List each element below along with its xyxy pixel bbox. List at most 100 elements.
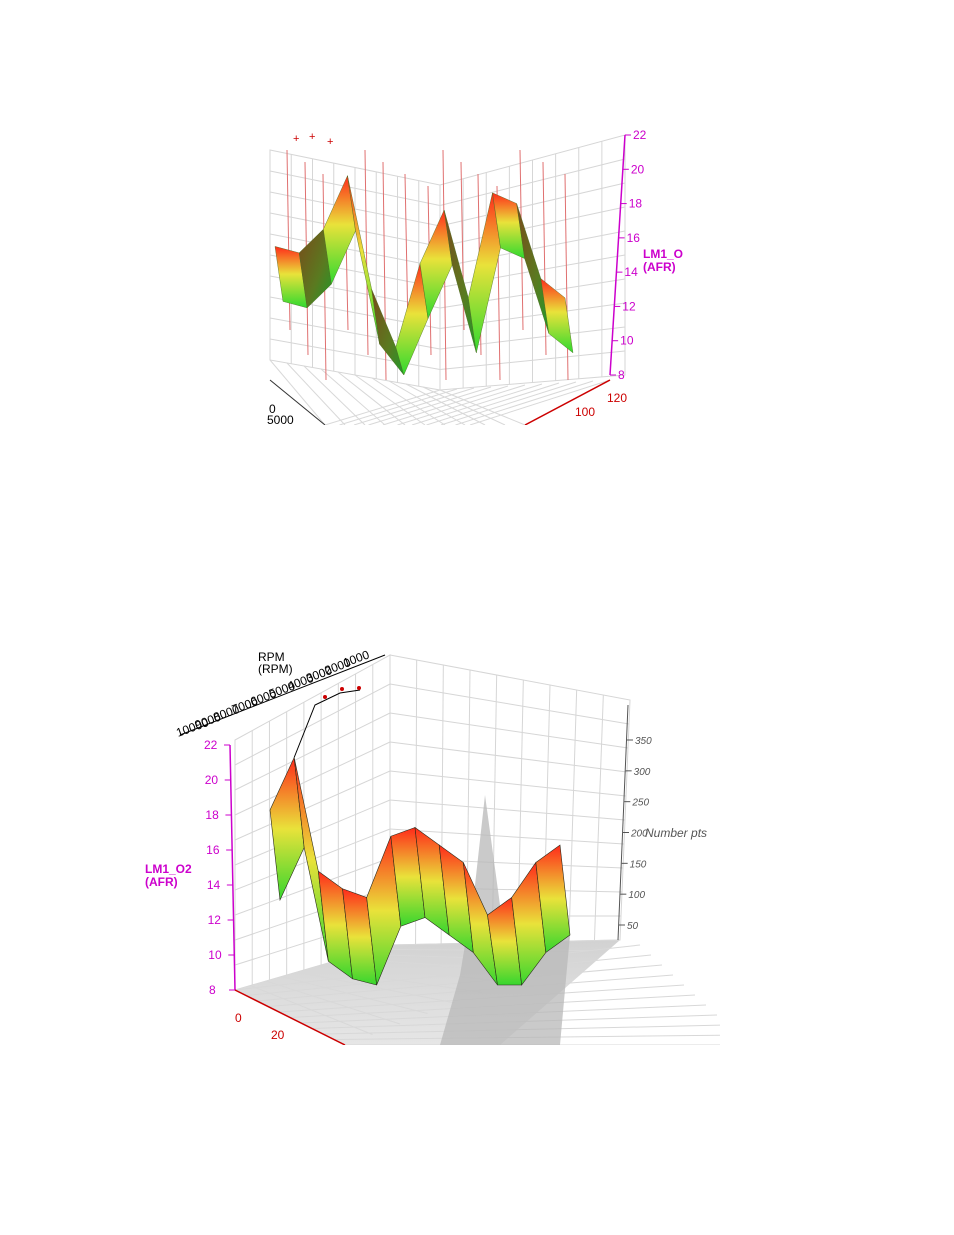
surface-chart-2-svg: 1000090008000700060005000400030002000100… [145,647,720,1045]
count-axis-line [617,704,629,941]
z-tick-label: 8 [618,368,625,382]
y-tick-0: 0 [269,402,276,416]
floor-grid-line [440,381,577,425]
z-tick-label: 12 [208,913,222,927]
z-axis-line [609,134,626,376]
floor-grid-line [382,385,509,425]
data-marker: + [327,136,333,148]
z-tick-label: 10 [208,948,222,962]
z-tick-label: 18 [205,808,219,822]
x-tick-20: 20 [271,1028,285,1042]
floor-grid-line [234,944,641,991]
floor-grid-line [411,383,543,425]
floor-grid [269,359,611,425]
wall-grid-line [269,191,441,227]
surface-facet [468,192,501,353]
floor-grid-line [281,976,428,1014]
floor-grid-line [371,377,446,425]
z-tick-label: 8 [209,983,216,997]
afr-surface [274,175,574,376]
z-axis-label-line1: LM1_O [643,247,683,261]
rpm-axis-label-line2: (RPM) [258,662,293,676]
data-stem [364,149,369,356]
z-tick-label: 12 [622,299,636,313]
data-stem [564,173,569,381]
data-marker: + [293,133,299,145]
z-axis-label-line1: LM1_O2 [145,862,192,876]
surface-chart-lm1-o2: 10000 9000 8000 7000 6000 5000 4000 3000 2000 100… [140,645,720,1045]
floor-grid-line [320,368,386,425]
floor-grid-line [469,379,611,425]
wall-grid-line [269,233,441,268]
floor-grid-line [303,365,366,425]
wall-grid-line [269,338,441,370]
z-tick-label: 18 [629,197,643,211]
wall-grid-line [439,158,626,206]
data-stem [542,161,547,356]
data-marker [357,686,361,690]
x-axis-line [524,379,611,425]
wall-grid-line [389,799,626,821]
surface-facet [443,209,477,353]
wall-grid-line [269,170,441,206]
floor-grid-line [455,380,594,425]
wall-grid-line [234,799,391,866]
wall-grid-line [439,206,626,247]
y-axis-line [269,379,326,425]
floor-grid-line [353,387,475,425]
z-tick-label: 20 [631,162,645,176]
floor-grid-line [405,383,486,425]
wall-grid-line [234,683,391,766]
surface-facet [535,844,571,954]
surface-facet [540,278,574,354]
wall-grid-line [389,770,627,797]
count-tick-label: 200 [630,829,648,840]
wall-grid-line [439,182,626,227]
z-tick-label: 14 [207,878,221,892]
z-tick-label: 22 [633,130,647,142]
count-tick-label: 250 [631,798,649,809]
count-tick-label: 350 [635,736,652,747]
z-tick-label: 14 [624,265,638,279]
wall-grid-line [389,683,630,725]
z-axis-label-line2: (AFR) [643,260,676,274]
z-tick-label: 16 [627,231,641,245]
wall-grid-line [389,828,625,845]
z-tick-label: 16 [206,843,220,857]
floor-grid-line [312,967,483,993]
surface-facet [269,756,305,902]
count-axis-label: Number pts [645,826,707,840]
afr-surface [269,686,571,986]
wall-grid-line [234,741,391,816]
floor-grid-line [439,389,526,425]
count-axis-ticks: 350 300 250 200 150 100 50 [619,736,652,932]
count-tick-label: 100 [628,890,645,901]
wall-grid-line [234,886,391,941]
y-tick-5000: 5000 [267,413,294,425]
data-stems: + + + [286,131,569,381]
z-tick-label: 10 [620,334,634,348]
surface-facet [293,757,329,962]
data-stem [404,173,409,331]
floor-grid-line [388,380,466,425]
wall-grid-line [389,741,628,773]
floor-grid-line [354,374,426,425]
floor-grid-line [368,386,492,425]
x-axis-line [234,989,346,1045]
z-axis-label-line2: (AFR) [145,875,178,889]
floor-grid-line [337,371,406,425]
wall-grid-line [439,230,626,268]
count-tick-label: 300 [634,767,651,778]
z-tick-label: 22 [204,738,218,752]
data-marker: + [309,131,315,143]
data-marker [323,695,327,699]
floor-grid-line [426,382,560,425]
x-tick-100: 100 [575,405,595,419]
floor-grid-line [286,362,346,425]
floor-grid-line [265,980,401,1025]
floor-grid-line [269,359,326,425]
wall-grid-line [389,712,629,749]
count-tick-label: 50 [627,921,639,932]
z-axis-line [229,744,236,991]
